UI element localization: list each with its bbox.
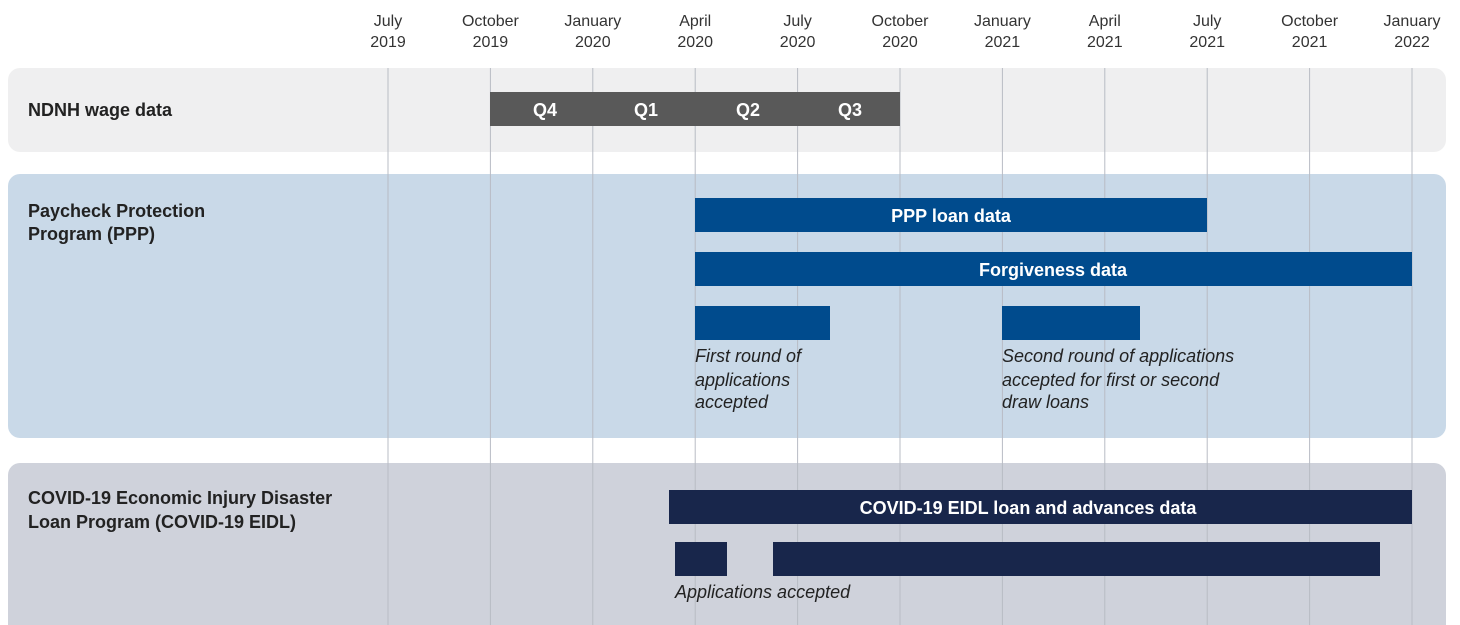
axis-year: 2022 [1394,34,1430,51]
axis-year: 2020 [780,34,816,51]
axis-year: 2020 [677,34,713,51]
bar [695,252,1412,286]
grid [387,68,1413,625]
note: First round of [695,346,803,366]
bar [695,306,830,340]
segment-label: Q3 [838,100,862,120]
bar [490,92,900,126]
axis-month: October [872,13,930,30]
axis-year: 2019 [473,34,509,51]
row-title: Paycheck Protection [28,201,205,221]
axis-year: 2021 [1292,34,1328,51]
note: accepted [695,392,769,412]
axis-month: July [374,13,402,30]
axis-year: 2021 [1189,34,1225,51]
axis-month: July [783,13,811,30]
row-title: COVID-19 Economic Injury Disaster [28,488,332,508]
axis-month: July [1193,13,1221,30]
axis-year: 2020 [575,34,611,51]
axis: July 2019 October 2019 January 2020 April 2020 J… [370,13,1440,51]
row-title: Program (PPP) [28,224,155,244]
row-title: Loan Program (COVID-19 EIDL) [28,512,296,532]
note: Second round of applications [1002,346,1234,366]
axis-year: 2020 [882,34,918,51]
axis-month: October [462,13,520,30]
bar-label: PPP loan data [891,206,1012,226]
axis-month: January [564,13,621,30]
bar-label: Forgiveness data [979,260,1128,280]
bar [669,490,1412,524]
axis-month: October [1281,13,1339,30]
note: accepted for first or second [1002,370,1220,390]
segment-label: Q1 [634,100,658,120]
axis-month: April [679,13,711,30]
row-title: NDNH wage data [28,100,173,120]
bar-label: COVID-19 EIDL loan and advances data [860,498,1198,518]
axis-year: 2021 [985,34,1021,51]
note: applications [695,370,790,390]
segment-label: Q4 [533,100,557,120]
axis-year: 2019 [370,34,406,51]
note: Applications accepted [674,582,851,602]
axis-month: January [1384,13,1441,30]
bar [695,198,1207,232]
note: draw loans [1002,392,1089,412]
segment-label: Q2 [736,100,760,120]
bar [675,542,727,576]
bar [773,542,1380,576]
axis-year: 2021 [1087,34,1123,51]
bar [1002,306,1140,340]
axis-month: April [1089,13,1121,30]
axis-month: January [974,13,1031,30]
